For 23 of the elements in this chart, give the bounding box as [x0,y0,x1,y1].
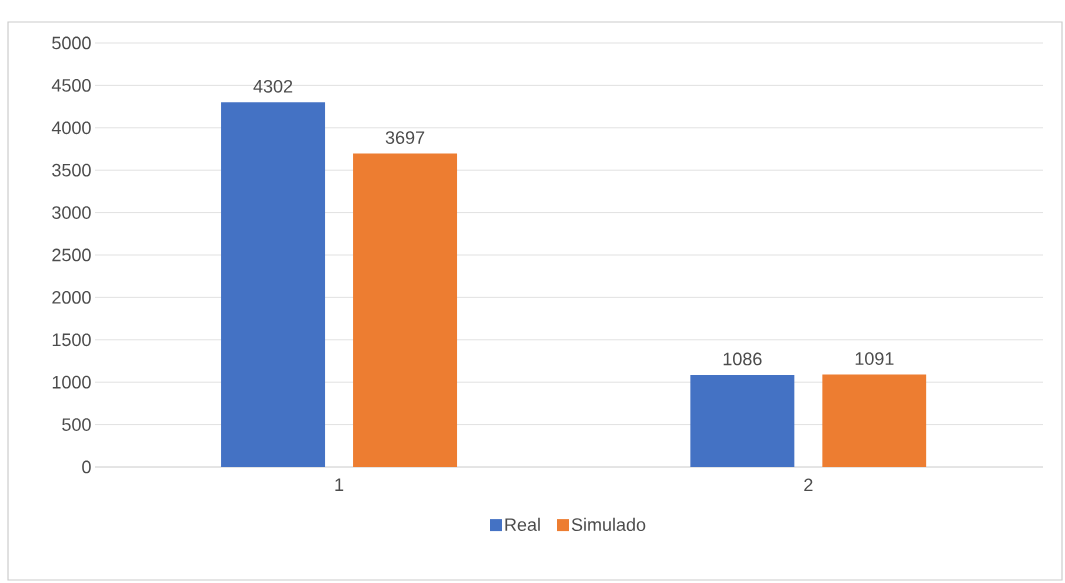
y-tick-label: 3500 [52,163,91,177]
y-tick-label: 0 [82,460,91,474]
bar [353,153,458,467]
x-tick-label: 1 [335,478,344,491]
data-label: 1091 [855,352,894,365]
y-tick-label: 500 [62,418,91,431]
y-tick-label: 4000 [51,121,91,135]
data-label: 4302 [253,79,293,93]
bar [822,374,927,467]
legend-label: Simulado [571,517,646,532]
y-tick-label: 3000 [52,206,91,219]
y-tick-label: 5000 [52,36,91,50]
bar [221,102,326,467]
data-label: 1086 [723,352,762,366]
y-tick-label: 1500 [52,333,91,347]
legend-label: Real [505,517,540,532]
y-tick-label: 2500 [52,248,91,262]
y-tick-label: 4500 [51,79,91,92]
y-tick-label: 2000 [52,291,91,304]
x-tick-label: 2 [804,478,813,492]
bar [690,374,795,467]
data-label: 3697 [385,131,425,144]
y-tick-label: 1000 [52,375,91,389]
